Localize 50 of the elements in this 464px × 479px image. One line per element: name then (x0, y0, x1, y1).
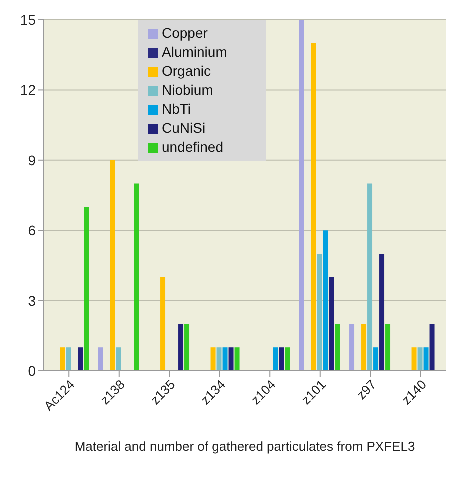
x-axis-title: Material and number of gathered particulates from PXFEL3 (74, 439, 416, 454)
y-tick-label: 12 (20, 82, 36, 98)
legend-label: CuNiSi (162, 119, 206, 138)
bar (350, 324, 355, 371)
bar (210, 348, 216, 371)
bar (222, 348, 228, 371)
bar (386, 324, 391, 371)
bar (418, 348, 423, 371)
legend-label: undefined (162, 138, 224, 157)
bar (110, 160, 116, 371)
bar (228, 348, 234, 371)
bar (160, 277, 166, 371)
bar (234, 348, 240, 371)
bar (335, 324, 340, 371)
bar (374, 348, 379, 371)
bar (178, 324, 184, 371)
bar (299, 20, 304, 371)
bar (134, 184, 140, 371)
bar (279, 348, 284, 371)
x-tick-label: z97 (354, 377, 380, 402)
y-tick-label: 3 (28, 292, 36, 309)
bar (78, 348, 84, 371)
bar (368, 184, 373, 371)
legend-label: Organic (162, 62, 212, 81)
bar (216, 348, 222, 371)
bar (329, 277, 334, 371)
bar (66, 348, 72, 371)
bar (84, 207, 90, 371)
bar (60, 348, 66, 371)
y-tick-label: 9 (28, 152, 36, 168)
bar (323, 230, 328, 371)
y-tick-label: 0 (28, 362, 36, 379)
bar (412, 348, 417, 371)
bar (362, 324, 367, 371)
y-tick-label: 6 (28, 222, 36, 239)
bar (285, 348, 290, 371)
bar (424, 348, 429, 371)
legend-label: Aluminium (162, 43, 228, 62)
legend-label: NbTi (162, 100, 192, 119)
legend-label: Copper (162, 24, 208, 43)
bar (184, 324, 190, 371)
bar (273, 348, 278, 371)
bar (430, 324, 435, 371)
bar (317, 254, 322, 371)
bar (380, 254, 385, 371)
bar (98, 348, 104, 371)
bar (116, 348, 122, 371)
bar (311, 43, 316, 371)
legend-label: Niobium (162, 81, 214, 100)
y-tick-label: 15 (20, 12, 36, 28)
